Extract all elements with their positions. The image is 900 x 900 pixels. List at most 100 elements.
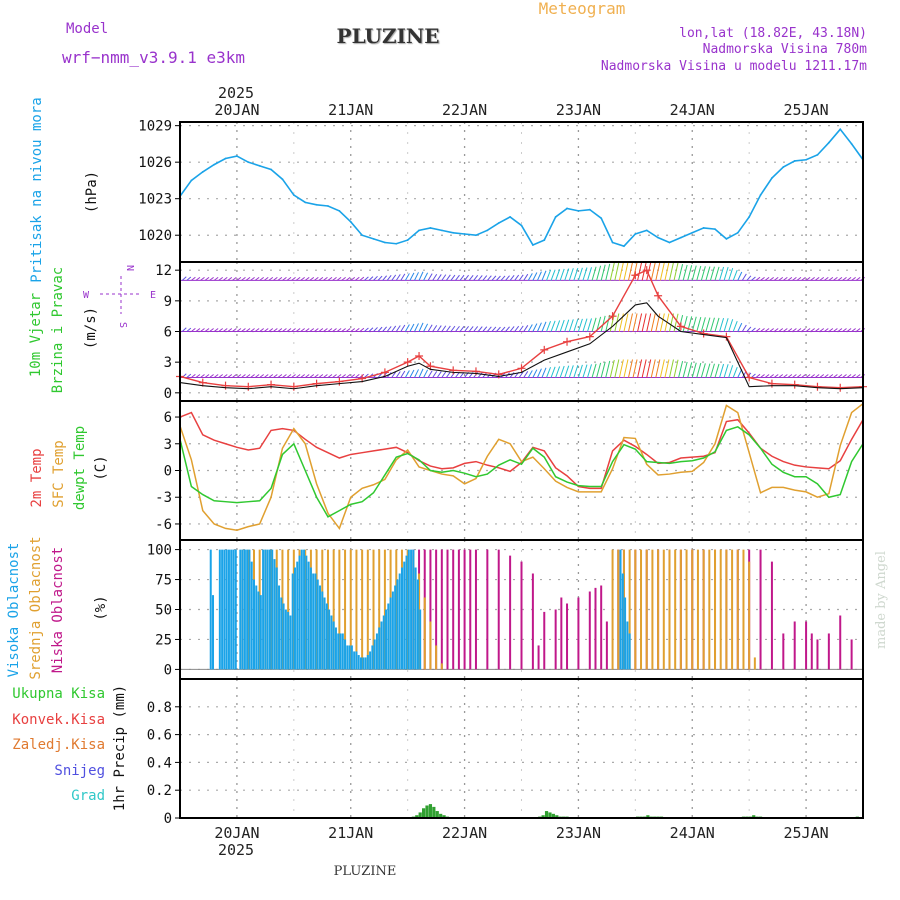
wind-barb xyxy=(259,328,264,332)
wind-barb xyxy=(792,276,797,281)
wind-barb xyxy=(268,374,274,378)
pressure-ylabel: (hPa) xyxy=(84,171,100,213)
wind-barb xyxy=(282,374,287,378)
wind-barb xyxy=(741,324,747,332)
wind-barb xyxy=(668,262,674,281)
wind-barb xyxy=(227,328,233,332)
wind-barb xyxy=(277,276,283,281)
wind-barb xyxy=(400,370,406,378)
wind-barb xyxy=(637,262,643,281)
temperature-panel: 6 3 0 -3 -6 xyxy=(155,400,864,541)
wind-barb xyxy=(769,374,774,378)
wind-barb xyxy=(623,359,629,378)
wind-barb xyxy=(546,367,552,378)
wind-barb xyxy=(277,328,283,332)
wind-speed-marker xyxy=(813,382,822,391)
wind-barb xyxy=(291,276,296,281)
wind-barb xyxy=(691,362,697,378)
pressure-point xyxy=(236,155,238,157)
wind-barb xyxy=(573,318,579,332)
pressure-point xyxy=(566,207,568,210)
wind-barb xyxy=(382,326,388,332)
wind-barb xyxy=(577,318,583,332)
wind-barb xyxy=(273,374,278,378)
wind-barb xyxy=(445,274,451,281)
wind-barb xyxy=(819,276,825,281)
temp-ylabel: (C) xyxy=(93,455,109,480)
wind-barb xyxy=(486,275,492,281)
wind-barb xyxy=(805,276,811,281)
wind-barb xyxy=(404,273,410,281)
wind-barb xyxy=(559,268,565,281)
wind-barb xyxy=(705,363,711,378)
wind-barb xyxy=(414,272,419,281)
top-day-label: 23JAN xyxy=(556,101,601,119)
wind-barb xyxy=(341,276,346,281)
wind-barb xyxy=(810,276,815,281)
wind-barb xyxy=(509,326,515,332)
y-tick-label: 1020 xyxy=(138,228,172,244)
wind-barb xyxy=(605,314,611,332)
wind-barb xyxy=(200,328,205,332)
pressure-point xyxy=(554,216,557,218)
pressure-point xyxy=(679,236,682,239)
wind-barb xyxy=(814,374,820,378)
wind-barb xyxy=(254,374,260,378)
wind-barb xyxy=(536,368,542,378)
pressure-point xyxy=(429,227,432,229)
wind-barb xyxy=(527,273,533,281)
wind-barb xyxy=(559,319,565,332)
station-title: PLUZINE xyxy=(337,24,440,48)
wind-barb xyxy=(609,313,615,332)
wind-barb xyxy=(723,318,729,332)
wind-barb xyxy=(441,325,447,332)
wind-barb xyxy=(614,262,620,281)
wind-barb xyxy=(587,318,593,332)
wind-barb xyxy=(769,328,774,332)
wind-barb xyxy=(400,324,406,332)
wind-barb xyxy=(678,263,684,281)
wind-barb xyxy=(646,262,652,281)
precip-legend-item: Snijeg xyxy=(54,763,105,779)
wind-barb xyxy=(764,276,770,281)
wind-barb xyxy=(505,275,510,281)
wind-barb xyxy=(760,276,765,281)
wind-barb xyxy=(327,276,333,281)
wind-barb xyxy=(423,323,429,332)
wind-barb xyxy=(523,371,529,378)
wind-barb xyxy=(477,326,483,332)
pressure-point xyxy=(714,228,716,231)
wind-barb xyxy=(327,374,333,378)
wind-barb xyxy=(823,276,829,281)
precip-bar xyxy=(541,815,545,818)
wind-barb xyxy=(609,262,615,281)
wind-barb xyxy=(459,325,465,332)
wind-barb xyxy=(323,374,328,378)
wind-barb xyxy=(227,276,233,281)
wind-speed-marker xyxy=(642,266,651,275)
cloud-ylabel: (%) xyxy=(93,595,109,620)
pressure-point xyxy=(201,171,204,173)
wind-barb xyxy=(186,327,192,332)
wind-speed-marker xyxy=(380,368,389,377)
wind-barb xyxy=(851,374,856,378)
y-tick-label: 1029 xyxy=(138,119,172,135)
precip-bar xyxy=(418,812,422,818)
wind-speed-marker xyxy=(563,337,572,346)
wind-barb xyxy=(700,317,706,332)
wind-speed-marker xyxy=(585,332,594,341)
pressure-point xyxy=(543,239,546,241)
wind-barb xyxy=(591,363,597,378)
wind-barb xyxy=(682,315,688,332)
pressure-title: Pritisak na nivou mora xyxy=(29,97,45,282)
wind-speed-marker xyxy=(767,379,776,388)
wind-barb xyxy=(732,320,738,332)
wind-barb xyxy=(218,374,224,378)
wind-barb xyxy=(341,374,346,378)
precip-bar xyxy=(439,813,443,818)
wind-barb xyxy=(664,359,670,378)
pressure-point xyxy=(395,242,398,245)
wind-barb xyxy=(555,269,561,281)
wind-barb xyxy=(732,366,738,378)
